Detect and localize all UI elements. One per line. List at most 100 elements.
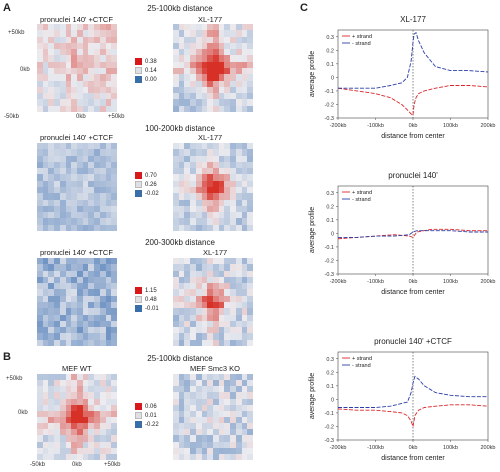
chart1-ytick-label: -0.3 bbox=[325, 116, 334, 122]
legend-a3-mid-label: 0.48 bbox=[145, 296, 157, 303]
chart2-xlabel: distance from center bbox=[381, 289, 445, 296]
panel-b-xtick-left: -50kb bbox=[30, 462, 46, 468]
section-1-xtick-right: +50kb bbox=[108, 114, 125, 120]
legend-a2-mid-label: 0.26 bbox=[145, 181, 157, 188]
legend-a2-high-label: 0.70 bbox=[145, 172, 157, 179]
section-1-ytick-mid: 0kb bbox=[20, 67, 30, 73]
chart1-ytick-label: 0.2 bbox=[326, 48, 334, 54]
legend-a1-high: 0.38 bbox=[135, 58, 157, 65]
chart1-xtick-label: 200kb bbox=[481, 123, 496, 129]
chart2-legend-label-minus: - strand bbox=[352, 197, 371, 203]
panel-b-right-title: MEF Smc3 KO bbox=[190, 364, 241, 373]
chart2-ylabel: average profile bbox=[309, 207, 316, 253]
section-1-right-title: XL-177 bbox=[198, 15, 223, 24]
chart2-ytick-label: -0.3 bbox=[325, 272, 334, 278]
chart3-xtick-label: 200kb bbox=[481, 445, 496, 451]
chart2-series-minus bbox=[338, 230, 488, 238]
chart3-series-plus bbox=[337, 404, 489, 427]
chart3-ytick-label: 0.2 bbox=[326, 370, 334, 376]
section-2-header: 100-200kb distance bbox=[145, 124, 215, 133]
heatmap-a3-pronuclei bbox=[37, 258, 117, 346]
section-1-ytick-top: +50kb bbox=[8, 30, 25, 36]
legend-a3-mid: 0.48 bbox=[135, 296, 157, 303]
legend-a2-low-label: -0.02 bbox=[145, 190, 159, 197]
chart1-title: XL-177 bbox=[400, 15, 426, 24]
chart1-ytick-label: -0.2 bbox=[325, 102, 334, 108]
heatmap-b-mef-wt bbox=[37, 374, 117, 460]
legend-a1-low-label: 0.00 bbox=[145, 76, 157, 83]
panel-b-letter: B bbox=[3, 351, 11, 363]
panel-b-ytick-top: +50kb bbox=[6, 376, 23, 382]
section-1-ytick-bottom: -50kb bbox=[4, 114, 20, 120]
heatmap-a2-pronuclei bbox=[37, 143, 117, 231]
heatmap-a2-xl177 bbox=[173, 143, 253, 231]
legend-b-low: -0.22 bbox=[135, 421, 159, 428]
heatmap-a1-xl177 bbox=[173, 24, 253, 112]
legend-a3-high-label: 1.15 bbox=[145, 287, 157, 294]
heatmap-a3-xl177 bbox=[173, 258, 253, 346]
chart3-xlabel: distance from center bbox=[381, 455, 445, 462]
section-1-header: 25-100kb distance bbox=[147, 4, 213, 13]
legend-a1-high-label: 0.38 bbox=[145, 58, 157, 65]
legend-a3-high: 1.15 bbox=[135, 287, 157, 294]
legend-b-mid: 0.01 bbox=[135, 412, 157, 419]
chart3-ytick-label: -0.2 bbox=[325, 424, 334, 430]
chart1-series-minus bbox=[338, 31, 489, 89]
chart1-ytick-label: 0 bbox=[331, 75, 334, 81]
chart1-xtick-label: -100kb bbox=[367, 123, 384, 129]
chart3-xtick-label: 100kb bbox=[443, 445, 458, 451]
chart2-title: pronuclei 140' bbox=[388, 171, 438, 180]
legend-a2-low: -0.02 bbox=[135, 190, 159, 197]
legend-a2-high: 0.70 bbox=[135, 172, 157, 179]
chart2-xtick-label: -100kb bbox=[367, 279, 384, 285]
chart2-xtick-label: 200kb bbox=[481, 279, 496, 285]
chart1-ytick-label: -0.1 bbox=[325, 89, 334, 95]
chart2-ytick-label: -0.2 bbox=[325, 258, 334, 264]
chart1-legend-label-minus: - strand bbox=[352, 41, 371, 47]
chart1-ytick-label: 0.3 bbox=[326, 35, 334, 41]
panel-b-left-title: MEF WT bbox=[62, 364, 92, 373]
panel-b-ytick-mid: 0kb bbox=[18, 410, 28, 416]
panel-b-xtick-right: +50kb bbox=[104, 462, 121, 468]
legend-a3-low-label: -0.01 bbox=[145, 305, 159, 312]
section-1-xtick-mid: 0kb bbox=[76, 114, 86, 120]
chart3-ytick-label: 0.1 bbox=[326, 384, 334, 390]
section-3-right-title: XL-177 bbox=[203, 248, 228, 257]
chart3-legend-label-plus: + strand bbox=[352, 356, 372, 362]
chart3-ytick-label: -0.3 bbox=[325, 438, 334, 444]
chart1-ylabel: average profile bbox=[309, 51, 316, 97]
legend-b-mid-label: 0.01 bbox=[145, 412, 157, 419]
panel-c-letter: C bbox=[300, 2, 308, 14]
panel-b-header: 25-100kb distance bbox=[147, 354, 213, 363]
legend-a1-low: 0.00 bbox=[135, 76, 157, 83]
legend-b-low-label: -0.22 bbox=[145, 421, 159, 428]
legend-b-high: 0.06 bbox=[135, 403, 157, 410]
chart2-xtick-label: 100kb bbox=[443, 279, 458, 285]
chart3-ylabel: average profile bbox=[309, 373, 316, 419]
chart1-xlabel: distance from center bbox=[381, 133, 445, 140]
panel-a-letter: A bbox=[3, 2, 11, 14]
section-3-header: 200-300kb distance bbox=[145, 238, 215, 247]
legend-a2-mid: 0.26 bbox=[135, 181, 157, 188]
legend-a1-mid: 0.14 bbox=[135, 67, 157, 74]
legend-a1-mid-label: 0.14 bbox=[145, 67, 157, 74]
chart3-ytick-label: -0.1 bbox=[325, 411, 334, 417]
chart2-ytick-label: 0.2 bbox=[326, 204, 334, 210]
section-2-left-title: pronuclei 140' +CTCF bbox=[40, 133, 113, 142]
heatmap-b-mef-smc3-ko bbox=[173, 374, 253, 460]
legend-a3-low: -0.01 bbox=[135, 305, 159, 312]
heatmap-a1-pronuclei bbox=[37, 24, 117, 112]
chart2-ytick-label: -0.1 bbox=[325, 245, 334, 251]
section-3-left-title: pronuclei 140' +CTCF bbox=[40, 248, 113, 257]
chart3-series-minus bbox=[338, 375, 488, 408]
chart2-xtick-label: -200kb bbox=[330, 279, 347, 285]
panel-b-xtick-mid: 0kb bbox=[72, 462, 82, 468]
chart2-legend-label-plus: + strand bbox=[352, 190, 372, 196]
section-1-left-title: pronuclei 140' +CTCF bbox=[40, 15, 113, 24]
chart3-ytick-label: 0 bbox=[331, 397, 334, 403]
chart3-xtick-label: 0kb bbox=[409, 445, 418, 451]
chart3-ytick-label: 0.3 bbox=[326, 357, 334, 363]
chart2-xtick-label: 0kb bbox=[409, 279, 418, 285]
section-2-right-title: XL-177 bbox=[198, 133, 223, 142]
